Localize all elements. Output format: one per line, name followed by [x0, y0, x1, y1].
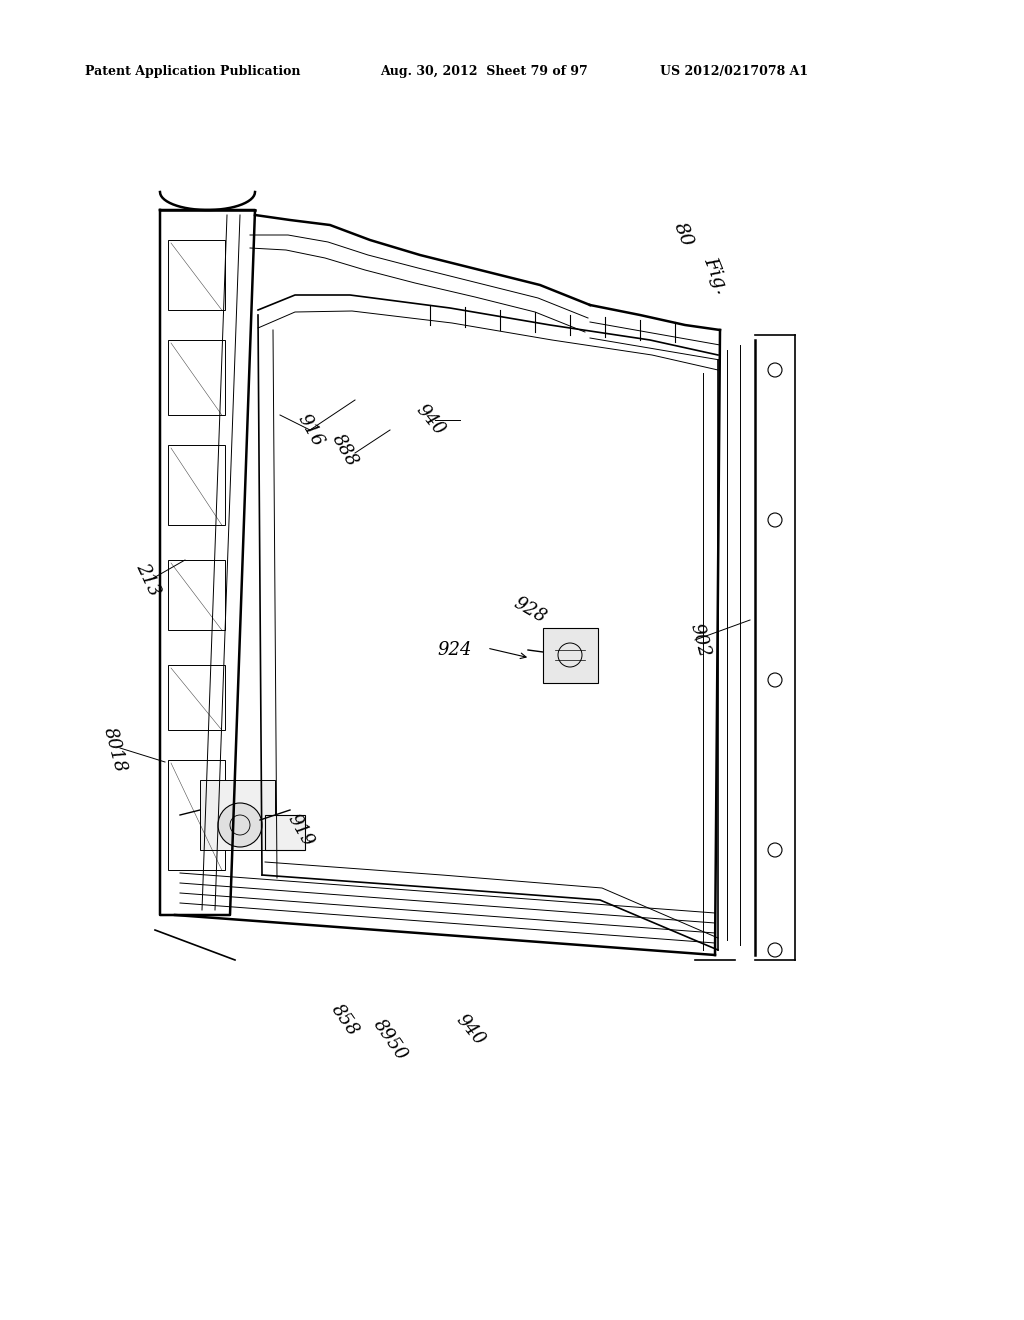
- Text: 888: 888: [329, 430, 361, 470]
- Text: 916: 916: [294, 411, 327, 449]
- Bar: [200, 780, 275, 850]
- Text: 919: 919: [284, 810, 316, 850]
- Bar: [168, 445, 224, 525]
- Bar: [168, 560, 224, 630]
- Text: Fig.: Fig.: [700, 253, 731, 296]
- Text: 924: 924: [437, 642, 472, 659]
- Bar: [543, 628, 598, 682]
- Text: 8018: 8018: [100, 726, 130, 775]
- Text: Patent Application Publication: Patent Application Publication: [85, 66, 300, 78]
- Circle shape: [218, 803, 262, 847]
- Text: 902: 902: [687, 620, 713, 659]
- Bar: [168, 240, 224, 310]
- Bar: [168, 665, 224, 730]
- Text: 213: 213: [132, 561, 164, 599]
- Text: 928: 928: [511, 594, 550, 627]
- Text: 80: 80: [670, 220, 696, 249]
- Text: Aug. 30, 2012  Sheet 79 of 97: Aug. 30, 2012 Sheet 79 of 97: [380, 66, 588, 78]
- Bar: [168, 760, 224, 870]
- Text: 940: 940: [452, 1011, 488, 1049]
- Bar: [168, 341, 224, 414]
- Text: 8950: 8950: [370, 1016, 411, 1064]
- Text: 858: 858: [328, 1001, 362, 1039]
- Text: US 2012/0217078 A1: US 2012/0217078 A1: [660, 66, 808, 78]
- Bar: [265, 814, 305, 850]
- Text: 940: 940: [412, 401, 447, 440]
